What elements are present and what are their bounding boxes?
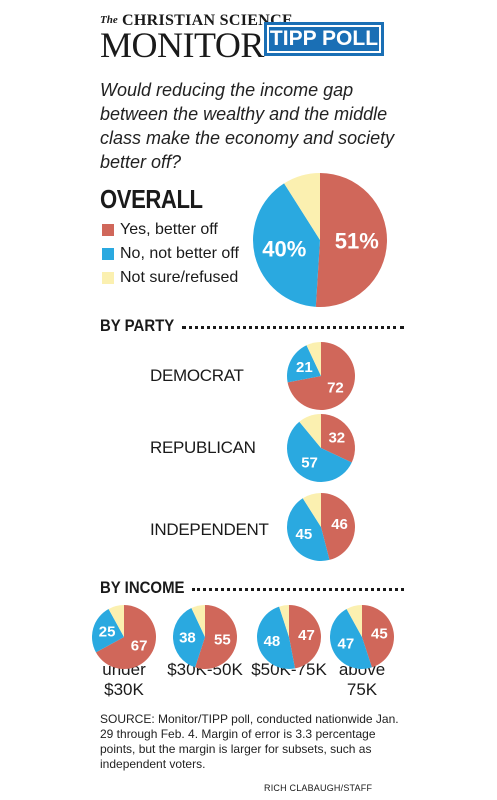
- masthead-monitor: MONITOR: [100, 25, 264, 65]
- income-label-50k-75k-line1: $50K-75K: [251, 660, 327, 679]
- income-pie-2-slice-no: [256, 606, 295, 669]
- masthead-logo: The CHRISTIAN SCIENCE MONITOR: [100, 12, 400, 64]
- legend-label-unsure: Not sure/refused: [120, 269, 239, 286]
- party-pie-0-slice-no: [287, 345, 321, 383]
- legend-swatch-no: [102, 248, 114, 260]
- income-divider: [192, 588, 404, 591]
- party-divider: [182, 326, 404, 329]
- party-pie-2-slice-unsure: [302, 493, 321, 527]
- income-pie-1-label-no: 38: [179, 630, 196, 647]
- party-label-republican: REPUBLICAN: [150, 438, 256, 457]
- party-pie-0-label-no: 21: [296, 359, 313, 376]
- overall-pie-label-no: 40%: [262, 237, 306, 262]
- income-pie-3-label-no: 47: [338, 635, 355, 652]
- overall-pie-slice-yes: [315, 173, 387, 307]
- party-label-democrat: DEMOCRAT: [150, 366, 244, 385]
- income-pie-3-slice-unsure: [346, 605, 362, 637]
- legend-item-unsure: Not sure/refused: [102, 266, 239, 290]
- party-pie-2-label-yes: 46: [331, 516, 348, 533]
- legend-item-no: No, not better off: [102, 242, 239, 266]
- legend-label-no: No, not better off: [120, 245, 239, 262]
- party-pie-1-slice-no: [287, 421, 352, 482]
- overall-title: OVERALL: [100, 184, 203, 214]
- overall-pie-slice-unsure: [284, 173, 320, 240]
- legend: Yes, better off No, not better off Not s…: [102, 218, 239, 290]
- income-pie-0-slice-unsure: [108, 605, 124, 637]
- overall-pie-label-yes: 51%: [335, 229, 379, 254]
- poll-question: Would reducing the income gap between th…: [100, 80, 395, 172]
- party-pie-2-slice-no: [286, 498, 330, 561]
- income-pie-0-slice-no: [91, 608, 124, 653]
- tipp-poll-label: TIPP POLL: [269, 27, 379, 51]
- party-label-independent: INDEPENDENT: [150, 520, 269, 539]
- income-pie-1-slice-unsure: [191, 605, 205, 637]
- income-pie-2-label-no: 48: [264, 633, 281, 650]
- income-pie-1-label-yes: 55: [214, 631, 231, 648]
- legend-swatch-yes: [102, 224, 114, 236]
- income-pie-2-slice-yes: [289, 605, 321, 669]
- party-pie-0-slice-yes: [287, 342, 356, 410]
- party-pie-1-label-yes: 32: [328, 429, 345, 446]
- masthead-christian-science: CHRISTIAN SCIENCE: [122, 12, 293, 29]
- party-pie-0-slice-unsure: [306, 342, 321, 376]
- party-pie-0-label-yes: 72: [327, 379, 344, 396]
- income-pie-3-label-yes: 45: [371, 626, 388, 643]
- income-label-above-75k-line2: 75K: [346, 680, 378, 699]
- income-label-50k-75k: $50K-75K: [249, 660, 329, 680]
- income-pie-3-slice-no: [329, 608, 372, 670]
- income-pie-0-label-no: 25: [99, 624, 116, 641]
- party-pie-1-slice-unsure: [299, 414, 321, 448]
- income-pie-3-slice-yes: [362, 605, 395, 668]
- party-pie-1-label-no: 57: [301, 454, 318, 471]
- section-by-party: BY PARTY: [100, 316, 175, 335]
- legend-item-yes: Yes, better off: [102, 218, 239, 242]
- tipp-poll-badge: TIPP POLL: [264, 22, 384, 56]
- masthead-the: The: [100, 14, 118, 26]
- legend-label-yes: Yes, better off: [120, 221, 218, 238]
- income-label-30k-50k: $30K-50K: [165, 660, 245, 680]
- income-label-under-30k-line2: $30K: [104, 680, 144, 699]
- income-pie-2-slice-unsure: [279, 605, 289, 637]
- income-pie-0-slice-yes: [95, 605, 156, 669]
- party-pie-2-label-no: 45: [295, 526, 312, 543]
- income-pie-1-slice-no: [172, 608, 205, 668]
- income-pie-1-slice-yes: [195, 605, 237, 669]
- party-pie-2-slice-yes: [321, 492, 356, 560]
- income-pie-0-label-yes: 67: [131, 637, 148, 654]
- legend-swatch-unsure: [102, 272, 114, 284]
- credit: RICH CLABAUGH/STAFF: [264, 783, 373, 793]
- overall-pie-slice-no: [252, 183, 320, 307]
- income-pie-2-label-yes: 47: [298, 627, 315, 644]
- source-note: SOURCE: Monitor/TIPP poll, conducted nat…: [100, 712, 399, 771]
- income-label-30k-50k-line1: $30K-50K: [167, 660, 243, 679]
- section-by-income: BY INCOME: [100, 578, 185, 597]
- party-pie-1-slice-yes: [321, 414, 355, 463]
